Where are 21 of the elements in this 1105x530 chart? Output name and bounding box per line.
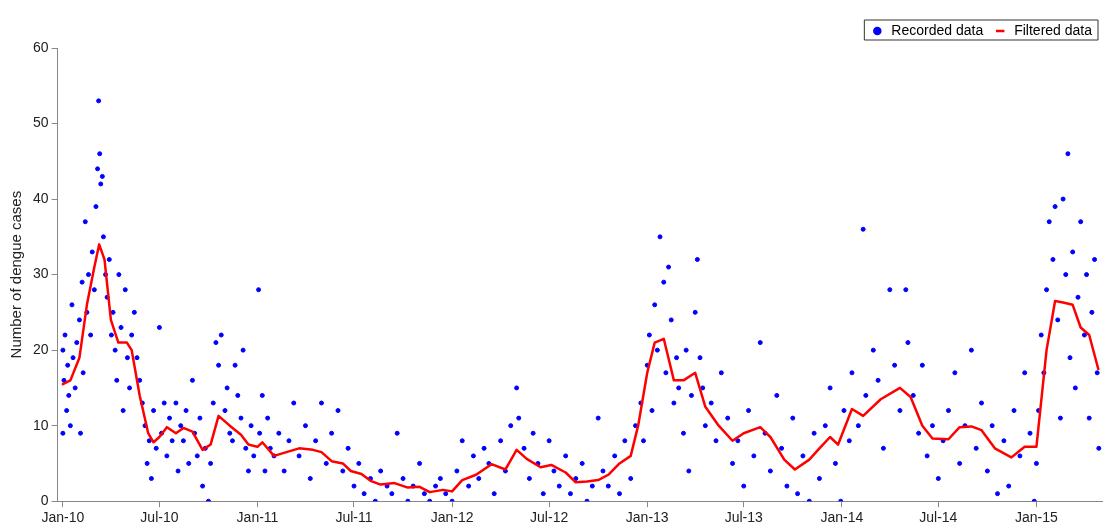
x-tick-label: Jul-12 <box>530 509 569 526</box>
x-tick-label: Jul-14 <box>919 509 958 526</box>
x-tick-label: Jan-13 <box>625 509 669 526</box>
x-tick-label: Jan-15 <box>1015 509 1059 526</box>
x-tick-label: Jul-11 <box>335 509 373 526</box>
y-tick-label: 10 <box>32 416 49 433</box>
y-tick-label: 60 <box>32 38 49 55</box>
x-tick-label: Jan-14 <box>820 509 864 526</box>
x-tick-label: Jul-13 <box>724 509 763 526</box>
x-tick-label: Jan-12 <box>430 509 474 526</box>
x-tick-label: Jan-11 <box>236 509 279 526</box>
x-tick-label: Jan-10 <box>41 509 85 526</box>
legend-label: Recorded data <box>891 21 984 38</box>
y-tick-label: 0 <box>40 492 49 509</box>
legend-label: Filtered data <box>1014 21 1093 38</box>
y-tick-label: 30 <box>32 265 49 282</box>
x-tick-label: Jul-10 <box>140 509 179 526</box>
y-tick-label: 50 <box>32 114 49 131</box>
y-axis-title: Number of dengue cases <box>7 190 25 359</box>
y-tick-label: 40 <box>32 189 49 206</box>
y-tick-label: 20 <box>32 340 49 357</box>
